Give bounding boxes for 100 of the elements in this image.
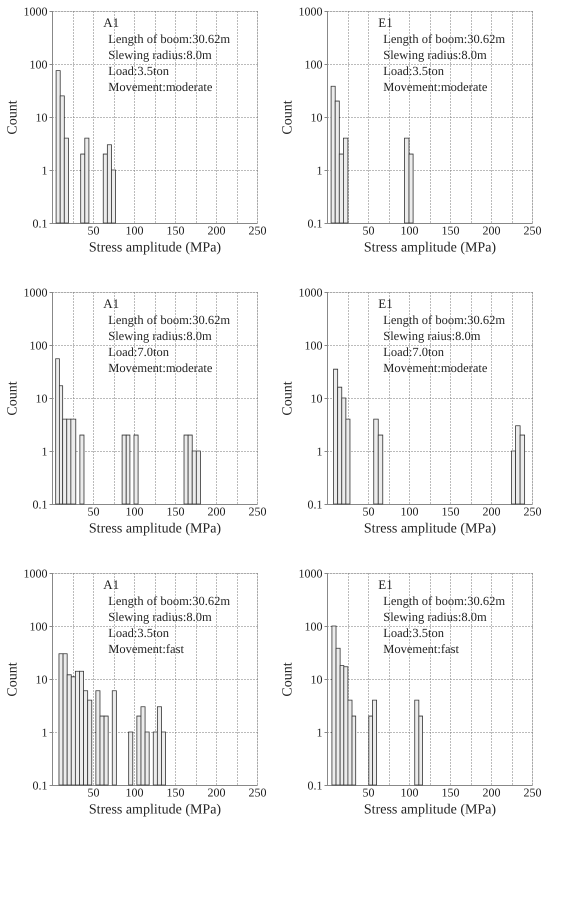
y-tick-label: 10 <box>310 672 322 686</box>
annotation: Movement:fast <box>108 642 184 656</box>
y-tick-label: 10 <box>310 392 322 406</box>
x-tick-label: 150 <box>442 224 460 238</box>
x-tick-label: 250 <box>248 504 266 518</box>
x-tick-label: 200 <box>482 504 500 518</box>
y-tick-label: 1000 <box>298 286 322 300</box>
y-tick-label: 100 <box>304 58 322 72</box>
annotation: Slewing radius:8.0m <box>108 610 212 624</box>
y-tick-label: 0.1 <box>32 778 48 792</box>
x-tick-label: 250 <box>248 786 266 800</box>
x-tick-label: 200 <box>208 224 226 238</box>
y-axis-title: Count <box>6 662 20 697</box>
annotation: Slewing raius:8.0m <box>383 329 481 343</box>
annotation: Load:7.0ton <box>383 345 445 359</box>
annotation: Load:3.5ton <box>108 626 170 640</box>
x-tick-label: 100 <box>400 786 418 800</box>
y-tick-label: 10 <box>310 110 322 124</box>
x-tick-label: 50 <box>88 786 100 800</box>
annotation: A1 <box>103 15 120 30</box>
y-tick-label: 10 <box>36 672 48 686</box>
annotation: Movement:moderate <box>383 80 488 94</box>
annotation: Length of boom:30.62m <box>108 313 230 327</box>
annotation: E1 <box>378 15 393 30</box>
annotation: Load:3.5ton <box>383 64 445 78</box>
x-tick-label: 50 <box>88 224 100 238</box>
annotation: Slewing radius:8.0m <box>108 48 212 62</box>
x-tick-label: 200 <box>482 786 500 800</box>
x-tick-label: 50 <box>362 224 374 238</box>
y-tick-label: 100 <box>304 620 322 634</box>
y-tick-label: 0.1 <box>32 498 48 512</box>
y-tick-label: 10 <box>36 110 48 124</box>
x-tick-label: 150 <box>442 504 460 518</box>
x-tick-label: 150 <box>166 786 184 800</box>
y-tick-label: 0.1 <box>308 216 322 230</box>
x-axis-title: Stress amplitude (MPa) <box>364 802 496 818</box>
annotation: Movement:fast <box>383 642 460 656</box>
annotation: Length of boom:30.62m <box>383 32 506 46</box>
x-axis-title: Stress amplitude (MPa) <box>364 522 496 536</box>
annotation: E1 <box>378 296 393 311</box>
x-axis-title: Stress amplitude (MPa) <box>88 240 222 256</box>
x-tick-label: 250 <box>524 786 542 800</box>
x-tick-label: 200 <box>208 786 226 800</box>
y-tick-label: 10 <box>36 392 48 406</box>
y-axis-title: Count <box>280 662 296 697</box>
y-tick-label: 1000 <box>24 566 48 580</box>
y-tick-label: 1 <box>42 164 48 178</box>
x-tick-label: 150 <box>442 786 460 800</box>
annotation: Load:7.0ton <box>108 345 170 359</box>
x-tick-label: 250 <box>524 224 542 238</box>
x-tick-label: 50 <box>88 504 100 518</box>
y-tick-label: 100 <box>304 338 322 352</box>
y-tick-label: 1000 <box>298 566 322 580</box>
y-tick-label: 1 <box>316 726 322 740</box>
annotation: Movement:moderate <box>108 80 213 94</box>
annotation: Slewing radius:8.0m <box>108 329 212 343</box>
annotation: Movement:moderate <box>108 361 213 375</box>
x-tick-label: 100 <box>126 224 144 238</box>
y-tick-label: 100 <box>30 58 48 72</box>
y-tick-label: 1000 <box>298 4 322 18</box>
annotation: Movement:moderate <box>383 361 488 375</box>
y-tick-label: 1000 <box>24 286 48 300</box>
y-tick-label: 100 <box>30 620 48 634</box>
annotation: Load:3.5ton <box>383 626 445 640</box>
x-tick-label: 150 <box>166 504 184 518</box>
annotation: Length of boom:30.62m <box>383 313 506 327</box>
x-axis-title: Stress amplitude (MPa) <box>88 522 222 536</box>
annotation: Length of boom:30.62m <box>108 594 230 608</box>
x-tick-label: 50 <box>362 786 374 800</box>
y-tick-label: 1 <box>316 444 322 458</box>
y-axis-title: Count <box>6 100 20 135</box>
annotation: Slewing radius:8.0m <box>383 48 487 62</box>
y-axis-title: Count <box>280 100 296 135</box>
y-tick-label: 1000 <box>24 4 48 18</box>
x-tick-label: 250 <box>524 504 542 518</box>
y-tick-label: 1 <box>316 164 322 178</box>
x-tick-label: 100 <box>400 224 418 238</box>
annotation: A1 <box>103 577 120 592</box>
y-axis-title: Count <box>280 381 296 416</box>
x-tick-label: 50 <box>362 504 374 518</box>
x-tick-label: 150 <box>166 224 184 238</box>
y-tick-label: 0.1 <box>308 778 322 792</box>
y-tick-label: 1 <box>42 444 48 458</box>
annotation: Slewing radius:8.0m <box>383 610 487 624</box>
y-tick-label: 0.1 <box>308 498 322 512</box>
annotation: A1 <box>103 296 120 311</box>
y-tick-label: 1 <box>42 726 48 740</box>
x-tick-label: 100 <box>126 786 144 800</box>
x-axis-title: Stress amplitude (MPa) <box>364 240 496 256</box>
x-tick-label: 100 <box>126 504 144 518</box>
x-axis-title: Stress amplitude (MPa) <box>88 802 222 818</box>
x-tick-label: 200 <box>208 504 226 518</box>
annotation: Load:3.5ton <box>108 64 170 78</box>
x-tick-label: 100 <box>400 504 418 518</box>
y-axis-title: Count <box>6 381 20 416</box>
annotation: E1 <box>378 577 393 592</box>
x-tick-label: 250 <box>248 224 266 238</box>
x-tick-label: 200 <box>482 224 500 238</box>
annotation: Length of boom:30.62m <box>383 594 506 608</box>
y-tick-label: 100 <box>30 338 48 352</box>
